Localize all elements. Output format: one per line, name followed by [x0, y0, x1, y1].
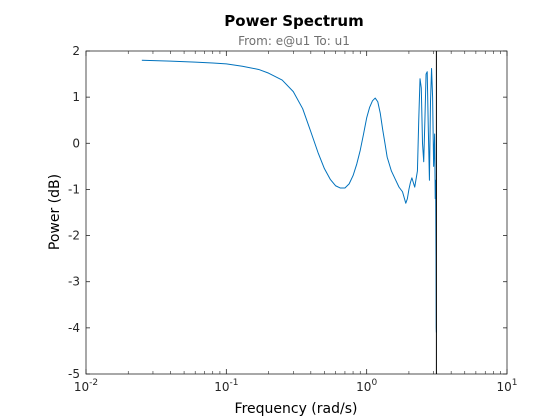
x-tick-label: 10-1 [214, 378, 238, 394]
x-axis-label: Frequency (rad/s) [235, 401, 358, 417]
y-tick-label: -3 [68, 275, 80, 289]
x-tick-label: 100 [356, 378, 377, 394]
y-tick-label: 2 [72, 44, 80, 58]
chart-subtitle: From: e@u1 To: u1 [238, 34, 350, 48]
spectrum-line [141, 59, 437, 333]
y-tick-label: -5 [68, 367, 80, 381]
y-axis-ticks: 2 1 0 -1 -2 -3 -4 -5 [68, 44, 507, 381]
chart-title: Power Spectrum [224, 12, 363, 30]
x-tick-label: 10-2 [74, 378, 98, 394]
y-tick-label: 0 [72, 136, 80, 150]
y-tick-label: -1 [68, 182, 80, 196]
x-axis-ticks: 10-2 10-1 100 101 [74, 51, 518, 394]
x-tick-label: 101 [496, 378, 517, 394]
y-tick-label: -4 [68, 321, 80, 335]
y-axis-label: Power (dB) [47, 174, 63, 250]
y-tick-label: -2 [68, 229, 80, 243]
series-layer [141, 51, 437, 374]
y-tick-label: 1 [72, 90, 80, 104]
plot-area [85, 50, 508, 375]
